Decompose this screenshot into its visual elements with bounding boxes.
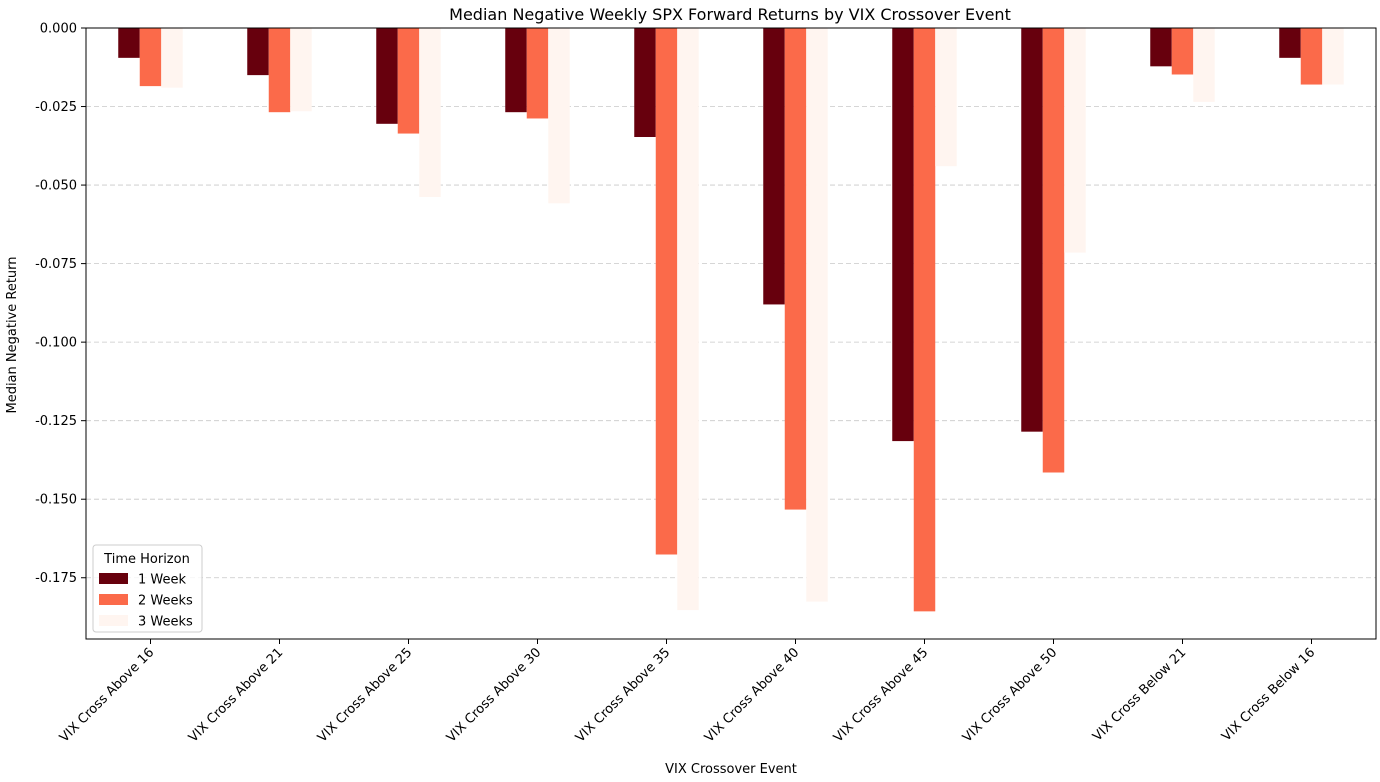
x-tick-label: VIX Cross Above 30 <box>444 645 544 745</box>
bar <box>161 28 183 88</box>
y-tick-label: -0.175 <box>35 571 77 586</box>
x-tick-label: VIX Cross Above 21 <box>186 645 286 745</box>
bar <box>376 28 398 124</box>
bar <box>1300 28 1323 85</box>
legend-swatch <box>99 615 128 626</box>
bar <box>1042 28 1065 473</box>
x-tick-label: VIX Cross Below 16 <box>1219 645 1318 744</box>
legend-label: 2 Weeks <box>138 594 193 609</box>
bar <box>419 28 441 198</box>
legend-swatch <box>99 594 128 605</box>
x-tick-label: VIX Cross Above 35 <box>573 645 673 745</box>
bar <box>247 28 269 76</box>
legend-title: Time Horizon <box>103 552 190 567</box>
x-tick-label: VIX Cross Above 40 <box>702 645 802 745</box>
y-tick-label: -0.025 <box>35 100 77 115</box>
x-tick-label: VIX Cross Above 16 <box>57 645 157 745</box>
bar <box>1171 28 1194 75</box>
bar <box>784 28 807 510</box>
axes: 0.000 -0.025 -0.050 -0.075 -0.100 -0.125 -0.15… <box>35 22 1377 746</box>
gridlines <box>86 106 1376 579</box>
x-tick-label: VIX Cross Below 21 <box>1090 645 1189 744</box>
legend-swatch <box>99 573 128 584</box>
bar <box>1021 28 1043 432</box>
legend: Time Horizon 1 Week 2 Weeks 3 Weeks <box>92 544 203 633</box>
y-tick-label: -0.125 <box>35 414 77 429</box>
bar <box>1064 28 1086 253</box>
y-tick-label: -0.100 <box>35 336 77 351</box>
bar <box>763 28 785 305</box>
x-tick-label: VIX Cross Above 45 <box>831 645 931 745</box>
bar <box>655 28 678 555</box>
bar <box>268 28 291 113</box>
bar <box>634 28 656 138</box>
bar <box>505 28 527 113</box>
bar <box>526 28 549 119</box>
chart-title: Median Negative Weekly SPX Forward Retur… <box>449 5 1011 24</box>
x-axis-title: VIX Crossover Event <box>665 762 797 777</box>
bar <box>118 28 140 58</box>
bar <box>892 28 914 442</box>
legend-label: 1 Week <box>138 573 186 588</box>
y-tick-label: 0.000 <box>40 22 77 37</box>
x-tick-label: VIX Cross Above 25 <box>315 645 415 745</box>
x-tick-label: VIX Cross Above 50 <box>960 645 1060 745</box>
bar <box>548 28 570 204</box>
bar <box>1279 28 1301 58</box>
y-tick-label: -0.075 <box>35 257 77 272</box>
bar <box>1322 28 1344 85</box>
y-tick-label: -0.050 <box>35 179 77 194</box>
bar <box>290 28 312 112</box>
bar <box>1150 28 1172 67</box>
legend-box <box>92 544 203 633</box>
bar <box>913 28 936 612</box>
bar <box>677 28 699 611</box>
bars <box>118 28 1344 612</box>
bar <box>806 28 828 602</box>
bar <box>1193 28 1215 102</box>
plot-frame <box>85 27 1377 640</box>
bar <box>397 28 420 134</box>
y-tick-label: -0.150 <box>35 493 77 508</box>
bar <box>935 28 957 167</box>
y-axis-title: Median Negative Return <box>5 256 20 413</box>
legend-label: 3 Weeks <box>138 615 193 630</box>
bar <box>139 28 162 87</box>
